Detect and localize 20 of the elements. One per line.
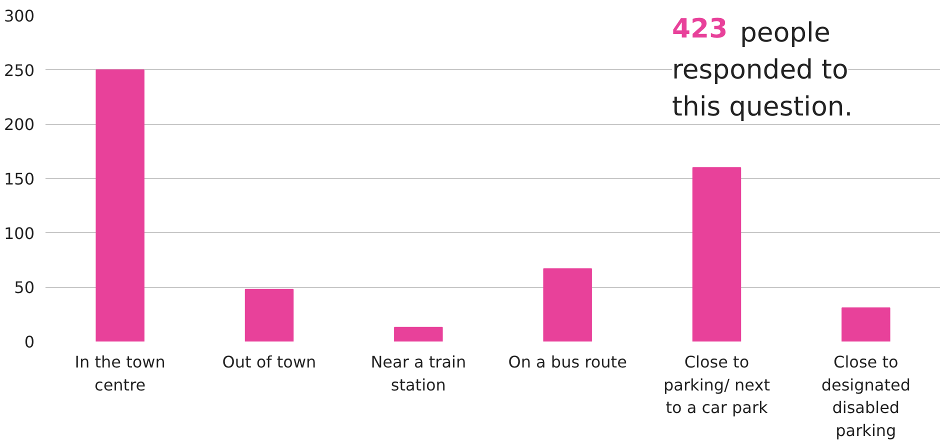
y-tick-label: 300 xyxy=(4,6,35,26)
bar xyxy=(394,326,443,342)
annotation: 423 people responded to this question. xyxy=(672,14,853,123)
bar xyxy=(692,167,742,342)
y-tick-label: 250 xyxy=(4,60,35,80)
x-tick-label: Close to designated disabled parking xyxy=(821,352,910,440)
x-tick-label: In the town centre xyxy=(74,352,166,394)
x-tick-label: Close to parking/ next to a car park xyxy=(664,352,770,418)
y-tick-label: 0 xyxy=(24,332,35,352)
x-tick-label: On a bus route xyxy=(508,352,627,372)
y-tick-label: 150 xyxy=(4,170,35,188)
x-tick-label: Out of town xyxy=(222,352,316,372)
y-tick-label: 50 xyxy=(14,278,34,298)
bar xyxy=(96,69,144,342)
y-tick-label: 100 xyxy=(4,224,35,243)
x-tick-label: Near a train station xyxy=(370,352,466,394)
bar xyxy=(543,268,592,342)
y-tick-label: 200 xyxy=(4,115,35,134)
bar xyxy=(244,288,294,342)
bar xyxy=(842,307,890,342)
